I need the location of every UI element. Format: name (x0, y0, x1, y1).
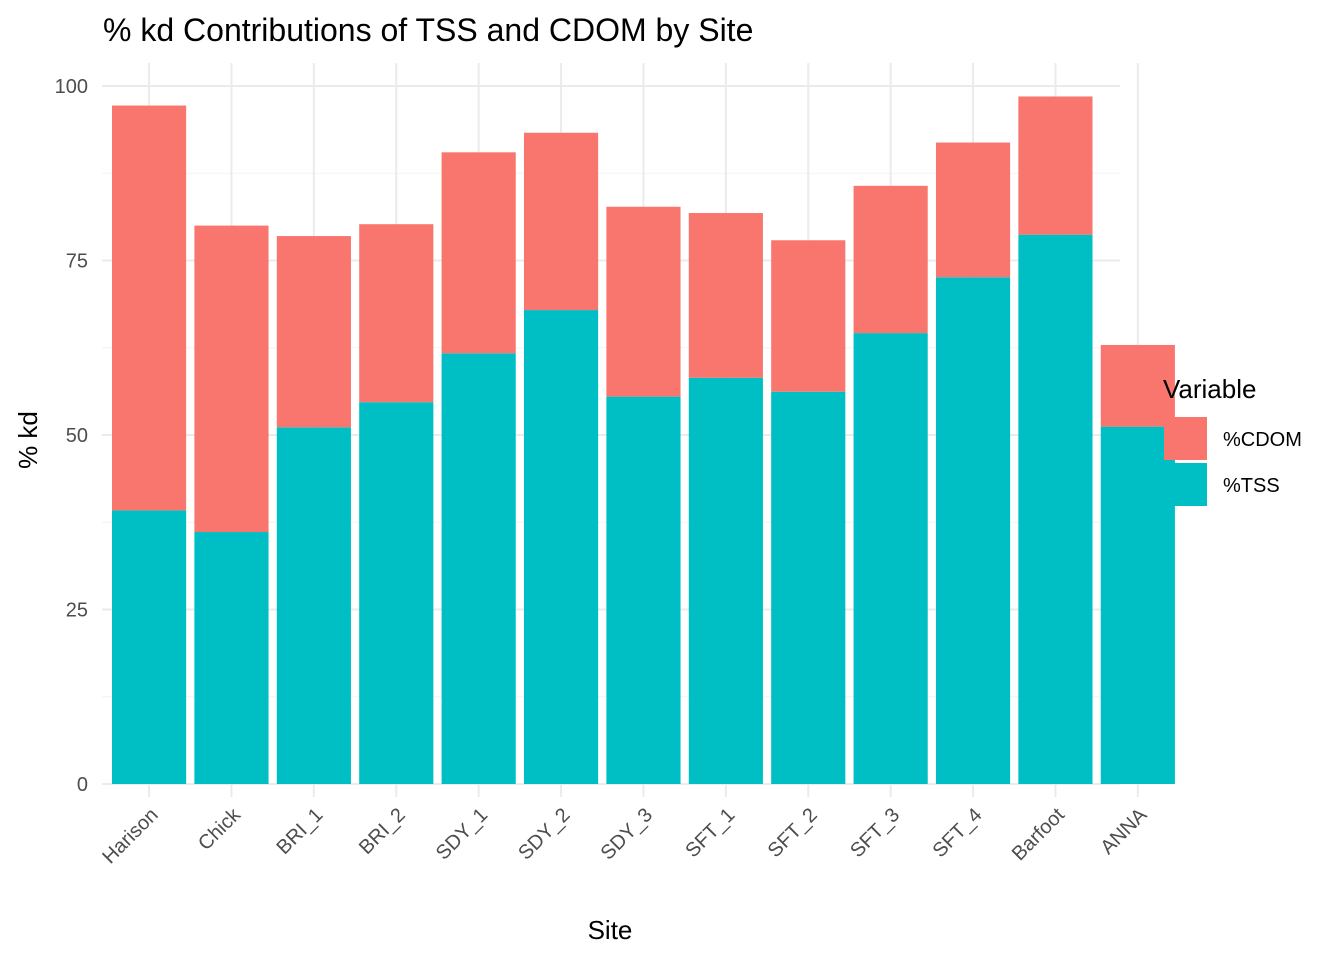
legend-swatch (1164, 417, 1207, 460)
x-tick-label: ANNA (1097, 804, 1152, 859)
bar-cdom (523, 132, 599, 311)
y-tick-label: 75 (66, 251, 88, 273)
bar-cdom (359, 224, 434, 403)
y-tick-label: 50 (66, 425, 88, 447)
bar-cdom (1018, 96, 1093, 235)
y-axis-title: % kd (13, 411, 43, 469)
legend-label: %CDOM (1223, 429, 1302, 451)
legend-swatch (1164, 463, 1207, 506)
y-tick-label: 100 (55, 76, 88, 98)
x-tick-label: SFT_1 (681, 804, 739, 862)
legend-label: %TSS (1223, 475, 1280, 497)
y-axis-ticks: 0 25 50 75 100 (55, 76, 88, 796)
x-tick-label: BRI_2 (355, 804, 410, 859)
x-tick-label: Harison (98, 804, 162, 868)
x-tick-label: Chick (194, 803, 246, 855)
bar-tss (359, 402, 434, 784)
x-axis-ticks: Harison Chick BRI_1 BRI_2 SDY_1 SDY_2 SDY_3 SFT… (98, 803, 1152, 868)
bar-tss (853, 333, 928, 784)
bar-cdom (606, 206, 681, 397)
bar-tss (935, 277, 1011, 784)
bar-tss (771, 391, 846, 784)
bar-tss (1018, 234, 1093, 784)
bar-cdom (276, 236, 351, 428)
x-tick-label: Barfoot (1008, 804, 1069, 865)
x-tick-label: SDY_2 (514, 804, 574, 864)
bar-cdom (935, 142, 1011, 278)
bar-tss (523, 310, 599, 784)
y-tick-label: 25 (66, 600, 88, 622)
bar-tss (1100, 426, 1175, 784)
y-tick-label: 0 (77, 774, 88, 796)
legend: Variable %CDOM %TSS (1163, 374, 1302, 506)
x-tick-label: SDY_3 (597, 804, 657, 864)
bar-cdom (771, 240, 846, 392)
bar-cdom (441, 152, 516, 354)
x-tick-label: SFT_2 (764, 804, 822, 862)
bar-cdom (194, 225, 269, 533)
x-tick-label: SFT_3 (846, 804, 904, 862)
bar-cdom (853, 185, 928, 334)
bar-tss (194, 532, 269, 784)
bar-cdom (1100, 344, 1175, 427)
bar-tss (606, 396, 681, 784)
bar-cdom (112, 105, 187, 511)
bars (112, 96, 1175, 784)
bar-tss (688, 377, 763, 784)
legend-title: Variable (1163, 374, 1256, 404)
x-tick-label: SFT_4 (929, 804, 987, 862)
bar-tss (441, 353, 516, 784)
x-tick-label: SDY_1 (432, 804, 492, 864)
x-axis-title: Site (588, 915, 633, 945)
bar-tss (112, 510, 187, 784)
x-tick-label: BRI_1 (273, 804, 328, 859)
bar-tss (276, 427, 351, 784)
chart-title: % kd Contributions of TSS and CDOM by Si… (103, 12, 753, 48)
bar-cdom (688, 213, 763, 378)
